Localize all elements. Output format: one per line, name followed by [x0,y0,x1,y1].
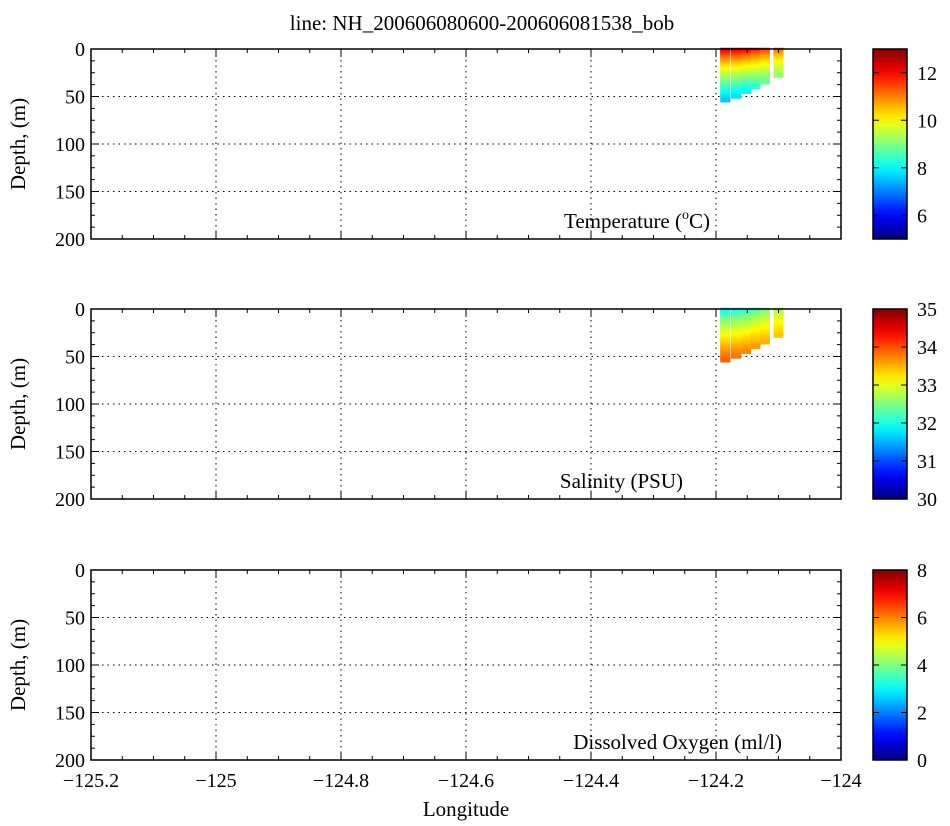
panel-1: 0 50 100 150 200 Depth, (m) Temperature (oC) 6 8… [6,39,937,251]
data-point [731,94,741,99]
y-tick-label: 100 [55,655,85,677]
cast-5 [759,307,770,345]
annotation-superscript: o [682,208,689,223]
colorbar-tick-label: 31 [917,451,937,473]
data-point [720,98,731,103]
y-tick-label: 200 [55,750,85,772]
data-point [750,84,761,90]
colorbar-tick-label: 30 [917,489,937,511]
y-tick-label: 200 [55,229,85,251]
y-tick-label: 0 [75,39,85,61]
data-point [759,340,770,345]
y-axis-label: Depth, (m) [6,98,30,190]
y-tick-label: 100 [55,394,85,416]
y-axis-label: Depth, (m) [6,619,30,711]
y-tick-label: 150 [55,703,85,725]
x-axis-label: Longitude [423,797,509,821]
colorbar: 0 2 4 6 8 [872,560,927,772]
colorbar-tick-label: 34 [917,337,937,359]
data-point [773,73,784,78]
y-tick-label: 150 [55,442,85,464]
data-point [759,80,770,85]
colorbar-tick-label: 0 [917,750,927,772]
figure-title: line: NH_200606080600-200606081538_bob [290,11,674,35]
data-point [720,358,731,363]
cast-4 [750,307,761,350]
data-point [731,354,741,359]
data-point [741,349,751,354]
cast-2 [731,47,741,99]
x-tick-label: −124.2 [688,770,744,792]
data-point [741,89,751,94]
y-axis-label: Depth, (m) [6,358,30,450]
cast-3 [741,47,751,94]
data-point [773,333,784,338]
panel-3: 0 50 100 150 200 Depth, (m) Dissolved Oxygen (… [6,560,927,772]
y-tick-label: 0 [75,560,85,582]
data-point [750,344,761,350]
y-tick-label: 150 [55,182,85,204]
panel-annotation: Salinity (PSU) [560,469,683,493]
x-tick-label: −125 [195,770,236,792]
cast-3 [741,307,751,354]
colorbar-ramp [872,48,908,240]
cast-1 [720,307,731,363]
cast-2 [731,307,741,359]
y-tick-label: 50 [65,347,85,369]
x-tick-label: −125.2 [63,770,119,792]
colorbar-tick-label: 12 [917,63,937,85]
annotation-unit: C) [689,209,710,233]
colorbar: 30 31 32 33 34 35 [872,299,937,511]
panel-annotation: Temperature (oC) [564,208,710,233]
y-tick-label: 50 [65,87,85,109]
panel-annotation: Dissolved Oxygen (ml/l) [573,730,782,754]
colorbar-tick-label: 8 [917,158,927,180]
y-tick-label: 200 [55,489,85,511]
y-tick-label: 100 [55,134,85,156]
annotation-text: Temperature ( [564,209,682,233]
cast-1 [720,47,731,103]
colorbar-tick-label: 8 [917,560,927,582]
cast-5 [759,47,770,85]
colorbar-tick-label: 32 [917,413,937,435]
x-tick-label: −124 [820,770,861,792]
colorbar-tick-label: 6 [917,205,927,227]
colorbar-tick-label: 6 [917,608,927,630]
cast-4 [750,47,761,90]
x-tick-label: −124.6 [438,770,494,792]
colorbar: 6 8 10 12 [872,48,937,240]
colorbar-tick-label: 4 [917,655,927,677]
colorbar-ramp [872,308,908,500]
colorbar-tick-label: 10 [917,110,937,132]
y-tick-label: 0 [75,299,85,321]
panel-2: 0 50 100 150 200 Depth, (m) Salinity (PSU) 30 31… [6,299,937,511]
colorbar-tick-label: 2 [917,703,927,725]
colorbar-tick-label: 33 [917,375,937,397]
colorbar-tick-label: 35 [917,299,937,321]
x-tick-label: −124.8 [313,770,369,792]
x-tick-label: −124.4 [563,770,619,792]
y-tick-label: 50 [65,608,85,630]
